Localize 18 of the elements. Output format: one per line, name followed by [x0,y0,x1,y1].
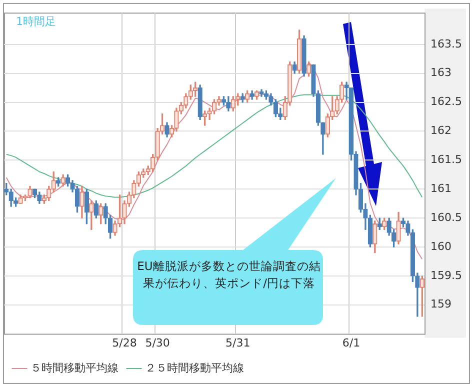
y-tick-label: 160.5 [430,210,462,224]
x-tick-label: 6/1 [342,336,360,350]
y-tick-label: 162 [430,124,452,138]
legend-label: ２５時間移動平均線 [145,361,244,374]
chart-title: 1時間足 [16,14,56,28]
y-tick-label: 163.5 [430,37,462,50]
x-tick-label: 5/28 [112,336,137,350]
y-tick-label: 159.5 [430,268,462,282]
annotation: EU離脱派が多数との世論調査の結果が伝わり、英ポンド/円は下落 [136,258,322,292]
y-tick-label: 161 [430,182,452,195]
x-tick-label: 5/31 [226,336,250,350]
y-tick-label: 163 [430,66,452,80]
y-tick-label: 162.5 [430,95,462,108]
legend-label: ５時間移動平均線 [30,361,118,374]
y-tick-label: 161.5 [430,153,462,166]
y-tick-label: 159 [430,298,452,311]
y-tick-label: 160 [430,240,452,253]
x-tick-label: 5/30 [145,336,170,350]
